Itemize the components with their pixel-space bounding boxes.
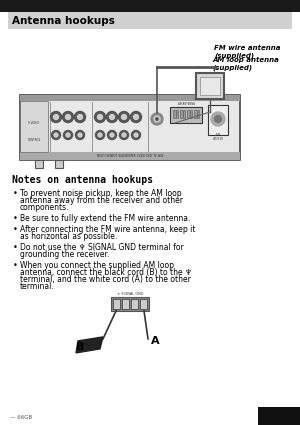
Circle shape: [76, 130, 85, 139]
Bar: [35, 160, 43, 168]
Text: terminal, and the white cord (A) to the other: terminal, and the white cord (A) to the …: [20, 275, 191, 284]
Bar: [122, 299, 129, 309]
Circle shape: [214, 116, 221, 122]
Circle shape: [110, 114, 115, 119]
Circle shape: [78, 133, 82, 137]
Text: After connecting the FM wire antenna, keep it: After connecting the FM wire antenna, ke…: [20, 225, 196, 234]
Text: ♆ SIGNAL GND: ♆ SIGNAL GND: [117, 292, 143, 296]
Text: grounding the receiver.: grounding the receiver.: [20, 250, 110, 259]
Circle shape: [122, 114, 127, 119]
Bar: [131, 299, 138, 309]
Circle shape: [74, 111, 86, 122]
Circle shape: [131, 130, 140, 139]
Bar: [55, 160, 63, 168]
Circle shape: [119, 130, 128, 139]
Text: AM loop antenna
(supplied): AM loop antenna (supplied): [212, 57, 279, 71]
Circle shape: [110, 133, 114, 137]
Text: A: A: [151, 336, 160, 346]
Circle shape: [122, 133, 126, 137]
Text: antenna away from the receiver and other: antenna away from the receiver and other: [20, 196, 183, 205]
Text: Notes on antenna hookups: Notes on antenna hookups: [12, 175, 153, 185]
Text: Antenna hookups: Antenna hookups: [12, 15, 115, 26]
Circle shape: [50, 111, 62, 122]
Text: When you connect the supplied AM loop: When you connect the supplied AM loop: [20, 261, 174, 269]
Text: •: •: [13, 261, 18, 269]
Circle shape: [154, 116, 160, 122]
Circle shape: [65, 114, 70, 119]
Text: components.: components.: [20, 204, 70, 212]
Bar: [111, 297, 149, 311]
Circle shape: [134, 133, 138, 137]
Text: antenna, connect the black cord (B) to the ♆: antenna, connect the black cord (B) to t…: [20, 268, 192, 277]
Text: as horizontal as possible.: as horizontal as possible.: [20, 232, 117, 241]
Circle shape: [52, 130, 61, 139]
Bar: [0, 0, 300, 12]
Circle shape: [156, 118, 158, 120]
Bar: [200, 77, 220, 95]
Text: •: •: [13, 225, 18, 234]
Text: S VIDEO: S VIDEO: [28, 121, 40, 125]
Text: B: B: [76, 342, 84, 352]
Circle shape: [77, 114, 83, 119]
Circle shape: [211, 112, 225, 126]
Text: MULTI CH INPUT  SUB WOOFER  VIDEO  DVD  TV  AUX: MULTI CH INPUT SUB WOOFER VIDEO DVD TV A…: [97, 154, 163, 158]
Bar: [196, 73, 224, 99]
Bar: [140, 299, 147, 309]
Bar: [187, 110, 192, 118]
Circle shape: [106, 111, 118, 122]
Text: terminal.: terminal.: [20, 282, 55, 291]
Bar: [208, 105, 228, 135]
Bar: [180, 110, 185, 118]
Bar: [170, 107, 202, 123]
Text: Do not use the ♆ SIGNAL GND terminal for: Do not use the ♆ SIGNAL GND terminal for: [20, 243, 184, 252]
Circle shape: [53, 114, 58, 119]
Circle shape: [107, 130, 116, 139]
Bar: [20, 152, 240, 160]
Text: •: •: [13, 214, 18, 223]
Text: SUB
WOOFER: SUB WOOFER: [212, 133, 224, 141]
Circle shape: [98, 114, 103, 119]
Circle shape: [94, 111, 106, 122]
Circle shape: [95, 130, 104, 139]
Text: CONTROL: CONTROL: [27, 138, 40, 142]
Text: FM wire antenna
(supplied): FM wire antenna (supplied): [214, 45, 280, 59]
Bar: [173, 110, 178, 118]
Text: AM ANTENNA: AM ANTENNA: [178, 102, 194, 106]
Circle shape: [62, 111, 74, 122]
Bar: [20, 95, 240, 160]
Bar: [194, 110, 199, 118]
Circle shape: [66, 133, 70, 137]
Text: •: •: [13, 243, 18, 252]
Circle shape: [151, 113, 163, 125]
Bar: [20, 101, 48, 152]
Text: Be sure to fully extend the FM wire antenna.: Be sure to fully extend the FM wire ante…: [20, 214, 190, 223]
Circle shape: [64, 130, 73, 139]
Circle shape: [118, 111, 130, 122]
Circle shape: [130, 111, 142, 122]
Text: — 66GB: — 66GB: [10, 415, 32, 420]
Bar: [113, 299, 120, 309]
Bar: [20, 95, 240, 101]
Circle shape: [98, 133, 102, 137]
Text: To prevent noise pickup, keep the AM loop: To prevent noise pickup, keep the AM loo…: [20, 189, 182, 198]
Text: •: •: [13, 189, 18, 198]
Polygon shape: [76, 337, 103, 353]
Bar: [8, 12, 292, 29]
Bar: [258, 407, 300, 425]
Circle shape: [54, 133, 58, 137]
Circle shape: [134, 114, 139, 119]
